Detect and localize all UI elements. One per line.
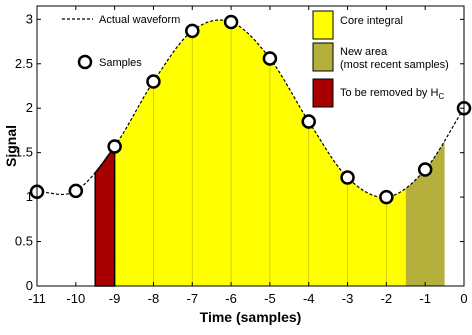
legend-samples-marker <box>77 54 93 70</box>
sample-marker <box>262 51 278 66</box>
y-tick-label: 2.5 <box>15 56 33 71</box>
legend-left: Actual waveform Samples <box>62 14 180 70</box>
x-tick-label: -1 <box>419 291 431 306</box>
x-tick-label: -3 <box>342 291 354 306</box>
sample-marker <box>185 23 200 39</box>
legend-new-area-label: New area <box>340 46 388 58</box>
sample-marker <box>301 114 316 129</box>
x-tick-label: -11 <box>28 291 46 306</box>
sample-marker <box>417 162 433 177</box>
legend-core-label: Core integral <box>340 15 403 27</box>
sample-marker <box>107 139 122 154</box>
y-axis-label: Signal <box>3 125 19 167</box>
plot-frame <box>36 5 465 287</box>
sample-marker <box>146 74 161 89</box>
y-tick-label: 0.5 <box>15 234 33 249</box>
removed-region <box>94 144 116 287</box>
sample-marker <box>379 189 394 205</box>
sample-marker <box>223 14 239 30</box>
x-tick-label: -10 <box>66 291 85 306</box>
y-tick-label: 0 <box>26 278 33 293</box>
legend-right: Core integral New area (most recent samp… <box>312 10 449 108</box>
x-tick-label: 0 <box>460 291 467 306</box>
sample-marker <box>68 183 84 199</box>
sample-marker <box>340 170 355 185</box>
legend-remove-label: To be removed by HC <box>340 87 444 101</box>
legend-samples-label: Samples <box>99 57 142 69</box>
x-tick-label: -8 <box>148 291 160 306</box>
legend-new-area-label-line2: (most recent samples) <box>340 59 449 71</box>
y-tick-label: 2 <box>26 100 33 115</box>
x-tick-label: -9 <box>109 291 121 306</box>
x-tick-label: -2 <box>381 291 393 306</box>
legend-remove-swatch <box>312 78 334 108</box>
y-tick-label: 3 <box>26 11 33 26</box>
y-tick-label: 1 <box>26 189 33 204</box>
y-tick-label: 1.5 <box>15 145 33 160</box>
new-area-region <box>405 141 445 286</box>
x-tick-label: -5 <box>264 291 276 306</box>
tick-layer: -11 -10 -9 -8 -7 -6 -5 -4 -3 -2 -1 000.511.522.53 <box>15 6 468 306</box>
x-tick-label: -4 <box>303 291 315 306</box>
legend-remove-label-main: To be removed by H <box>340 87 438 99</box>
x-axis-label: Time (samples) <box>200 309 302 325</box>
legend-core-swatch <box>312 10 334 40</box>
x-tick-label: -6 <box>225 291 237 306</box>
legend-new-area-swatch <box>312 42 334 72</box>
legend-waveform-label: Actual waveform <box>99 14 180 26</box>
legend-remove-label-subscript: C <box>438 92 444 101</box>
x-tick-label: -7 <box>186 291 198 306</box>
core-integral-region <box>114 20 406 287</box>
